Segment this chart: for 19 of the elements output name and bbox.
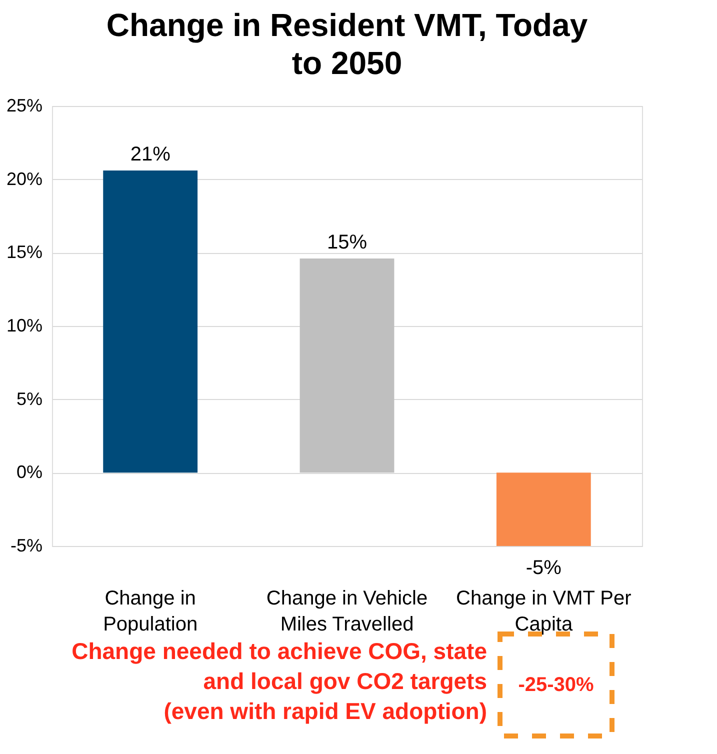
chart-title: Change in Resident VMT, Today to 2050 <box>106 7 588 81</box>
y-tick-label: 5% <box>16 388 42 409</box>
x-tick-label: Change in Vehicle Miles Travelled <box>266 588 428 636</box>
bar <box>300 258 394 473</box>
text: Change needed to achieve COG, state and local gov CO2 targets (even with rapid EV adoption) <box>72 638 487 724</box>
y-tick-label: 0% <box>16 462 42 482</box>
y-tick-label: -5% <box>10 536 42 556</box>
text: -25-30% <box>518 674 594 696</box>
y-tick-label: 10% <box>6 316 42 336</box>
bar <box>103 170 198 473</box>
data-label: -5% <box>526 557 562 579</box>
x-tick-label: Change in Population <box>103 588 198 636</box>
x-tick-label: Change in VMT Per Capita <box>456 588 632 636</box>
data-label: 15% <box>326 232 368 254</box>
data-label: 21% <box>130 144 171 166</box>
y-tick-label: 25% <box>6 96 42 116</box>
y-tick-label: 20% <box>6 168 42 189</box>
bar <box>496 472 591 546</box>
y-tick-label: 15% <box>6 242 42 262</box>
